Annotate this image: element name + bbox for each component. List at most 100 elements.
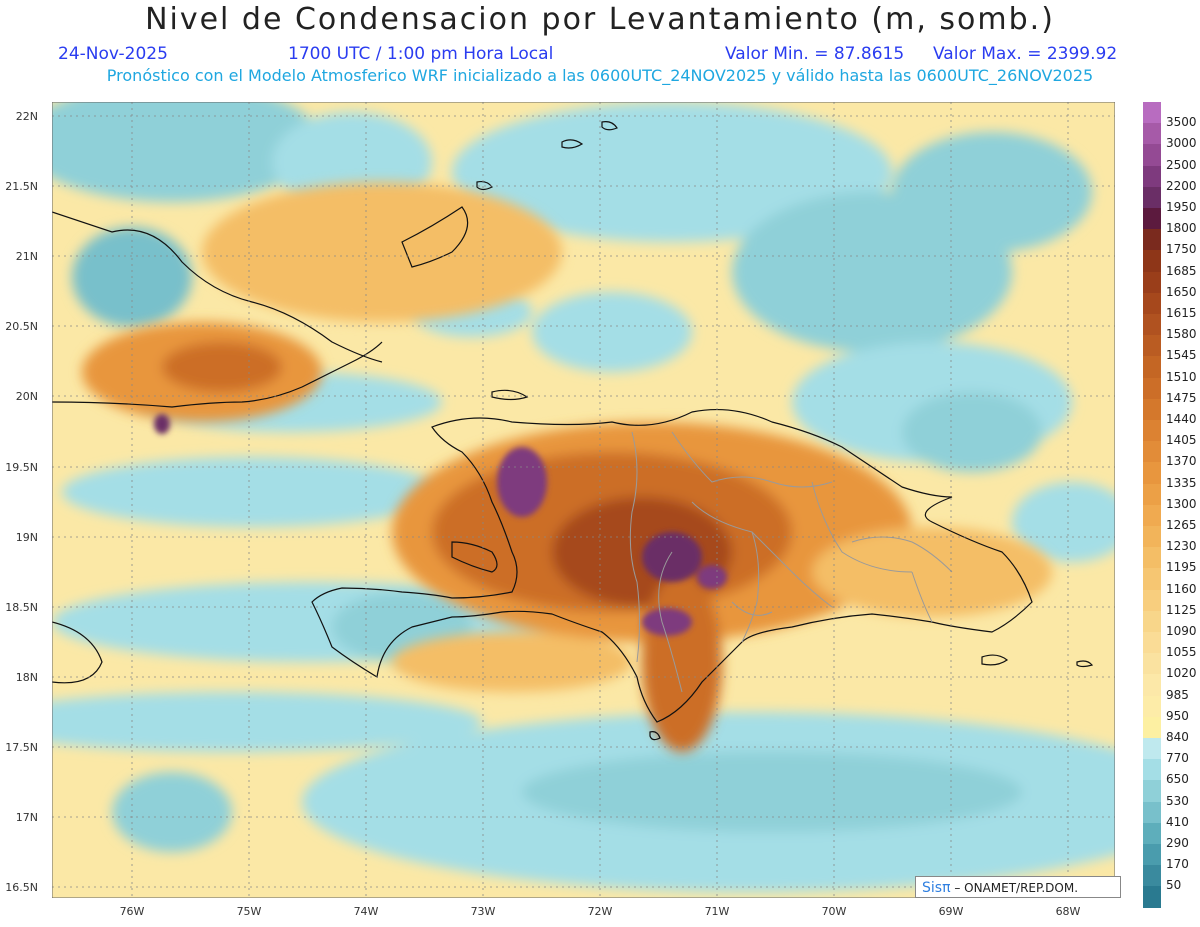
lon-label: 68W	[1055, 905, 1081, 918]
legend-label: 50	[1166, 878, 1182, 893]
gonave-island	[451, 541, 498, 573]
legend-label: 840	[1166, 730, 1189, 744]
lat-label: 17N	[15, 811, 38, 824]
forecast-time: 1700 UTC / 1:00 pm Hora Local	[288, 44, 554, 64]
legend-swatch	[1143, 123, 1161, 145]
legend-label: 170	[1166, 857, 1189, 872]
legend-swatch	[1143, 844, 1161, 866]
legend-label: 410	[1166, 814, 1189, 829]
legend-label: 1370	[1166, 454, 1197, 469]
legend-label: 1650	[1166, 284, 1197, 299]
legend-label: 1300	[1166, 496, 1197, 511]
legend-swatch	[1143, 483, 1161, 506]
credit-logo: Sisπ	[922, 880, 951, 896]
province-borders	[629, 431, 953, 693]
cuba-coast	[52, 211, 383, 408]
lat-label: 18.5N	[5, 601, 38, 614]
legend-label: 985	[1166, 687, 1189, 702]
legend-label: 1055	[1166, 645, 1197, 660]
legend-swatch	[1143, 674, 1161, 697]
legend-swatch	[1143, 144, 1161, 167]
legend-swatch	[1143, 568, 1161, 591]
lon-label: 76W	[119, 905, 145, 918]
lat-label: 20N	[15, 390, 38, 403]
legend-label: 1335	[1166, 475, 1197, 490]
legend-label: 770	[1166, 751, 1189, 766]
legend-label: 2500	[1166, 157, 1197, 172]
legend-label: 1125	[1166, 602, 1197, 617]
hispaniola-coast	[311, 408, 1033, 723]
lon-label: 73W	[470, 905, 496, 918]
legend-swatch	[1143, 716, 1161, 739]
legend-label: 1510	[1166, 369, 1197, 384]
lat-label: 17.5N	[5, 741, 38, 754]
lat-label: 18N	[15, 671, 38, 684]
lat-label: 16.5N	[5, 881, 38, 894]
legend-label: 1545	[1166, 348, 1197, 363]
lat-label: 19N	[15, 531, 38, 544]
lat-label: 20.5N	[5, 320, 38, 333]
legend-swatch	[1143, 165, 1161, 188]
legend-swatch	[1143, 102, 1161, 124]
lon-label: 72W	[587, 905, 613, 918]
legend-label: 1750	[1166, 242, 1197, 257]
map-title: Nivel de Condensacion por Levantamiento …	[145, 2, 1055, 37]
legend-label: 1685	[1166, 263, 1197, 278]
legend-label: 1405	[1166, 433, 1197, 448]
model-info: Pronóstico con el Modelo Atmosferico WRF…	[106, 66, 1094, 85]
legend-label: 2200	[1166, 178, 1197, 193]
legend-swatch	[1143, 822, 1161, 845]
lcl-map	[52, 102, 1115, 898]
legend-label: 1615	[1166, 306, 1197, 320]
lat-label: 21.5N	[5, 180, 38, 193]
legend-label: 1230	[1166, 539, 1197, 554]
legend-swatch	[1143, 801, 1161, 824]
lat-label: 22N	[15, 110, 38, 123]
legend-swatch	[1143, 441, 1161, 463]
legend-swatch	[1143, 759, 1161, 781]
legend-label: 1475	[1166, 390, 1197, 405]
legend-swatch	[1143, 335, 1161, 357]
graticule	[52, 102, 1115, 898]
legend-label: 1580	[1166, 327, 1197, 342]
legend-swatch	[1143, 653, 1161, 675]
lon-label: 75W	[236, 905, 262, 918]
legend-swatch	[1143, 250, 1161, 273]
legend-label: 1020	[1166, 666, 1197, 681]
legend-swatch	[1143, 462, 1161, 485]
legend-label: 950	[1166, 708, 1189, 723]
value-min: Valor Min. = 87.8615	[725, 44, 905, 64]
legend-swatch	[1143, 589, 1161, 612]
legend-label: 1950	[1166, 200, 1197, 214]
legend-swatch	[1143, 610, 1161, 633]
legend-swatch	[1143, 632, 1161, 654]
legend-swatch	[1143, 292, 1161, 315]
bahamas	[561, 121, 618, 149]
legend-swatch	[1143, 738, 1161, 760]
legend-swatch	[1143, 229, 1161, 251]
legend-swatch	[1143, 271, 1161, 294]
peak-lcl-shading	[154, 414, 727, 636]
legend-swatch	[1143, 186, 1161, 209]
legend-swatch	[1143, 314, 1161, 336]
legend-swatch	[1143, 208, 1161, 230]
lon-label: 70W	[821, 905, 847, 918]
legend-label: 1265	[1166, 518, 1197, 532]
legend-label: 1440	[1166, 412, 1197, 426]
legend-swatch	[1143, 504, 1161, 527]
legend-swatch	[1143, 780, 1161, 803]
beata-island	[649, 731, 661, 741]
lon-label: 74W	[353, 905, 379, 918]
jamaica-coast	[52, 621, 103, 684]
legend-swatch	[1143, 547, 1161, 569]
lat-label: 19.5N	[5, 461, 38, 474]
legend-swatch	[1143, 886, 1161, 909]
legend-swatch	[1143, 420, 1161, 442]
legend-swatch	[1143, 356, 1161, 379]
legend-label: 1800	[1166, 221, 1197, 236]
legend-swatch	[1143, 377, 1161, 400]
tortuga-island	[491, 389, 529, 401]
coastlines	[52, 121, 1094, 741]
lon-label: 71W	[704, 905, 730, 918]
forecast-date: 24-Nov-2025	[58, 44, 168, 64]
